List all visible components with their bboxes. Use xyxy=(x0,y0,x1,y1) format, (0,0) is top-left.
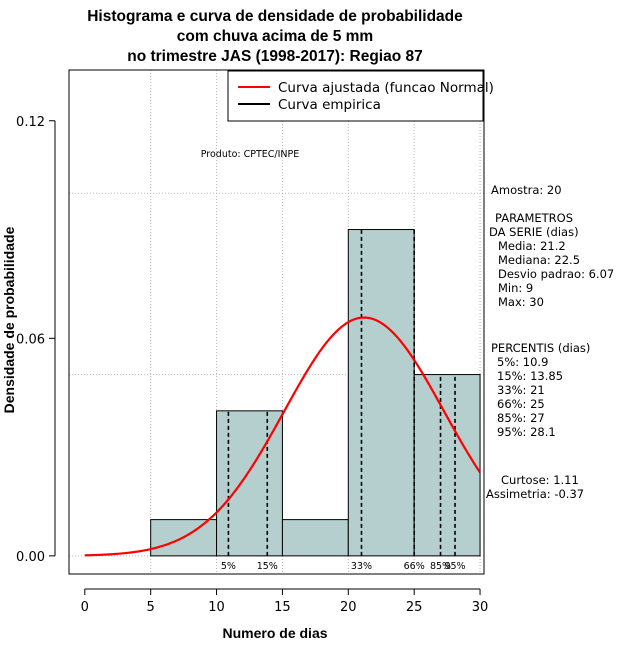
x-tick-label-0: 0 xyxy=(81,600,89,615)
legend-label-normal: Curva ajustada (funcao Normal) xyxy=(278,80,494,96)
histogram-bars xyxy=(150,229,481,557)
normal-curve-layer xyxy=(84,316,481,557)
stat-mean: Media: 21.2 xyxy=(498,239,566,253)
side-panel: Amostra: 20 PARAMETROS DA SERIE (dias) M… xyxy=(486,183,614,501)
x-tick-label-5: 25 xyxy=(406,600,423,615)
stat-skewness: Assimetria: -0.37 xyxy=(486,487,584,501)
y-tick-label-0: 0.00 xyxy=(16,550,45,565)
params-subtitle: DA SERIE (dias) xyxy=(489,225,579,239)
x-axis-label: Numero de dias xyxy=(222,625,327,641)
stat-sd: Desvio padrao: 6.07 xyxy=(498,267,614,281)
percentile-label-0: 5% xyxy=(221,561,236,572)
axes: 0 5 10 15 20 25 30 0.00 0.06 0.12 xyxy=(16,115,488,615)
histogram-bar-3 xyxy=(347,229,415,557)
y-tick-label-2: 0.12 xyxy=(16,115,45,130)
x-tick-label-6: 30 xyxy=(472,600,489,615)
perc-5: 5%: 10.9 xyxy=(497,355,548,369)
params-title: PARAMETROS xyxy=(495,211,573,225)
chart-title-line-3: no trimestre JAS (1998-2017): Regiao 87 xyxy=(127,48,422,65)
stat-kurtosis: Curtose: 1.11 xyxy=(501,473,579,487)
perc-85: 85%: 27 xyxy=(497,411,545,425)
chart-title-line-2: com chuva acima de 5 mm xyxy=(177,28,373,45)
perc-66: 66%: 25 xyxy=(497,397,545,411)
y-axis-label: Densidade de probabilidade xyxy=(1,226,17,413)
plot-border xyxy=(68,69,485,575)
x-tick-label-4: 20 xyxy=(340,600,357,615)
stat-max: Max: 30 xyxy=(498,295,544,309)
perc-15: 15%: 13.85 xyxy=(497,369,563,383)
percentile-label-5: 95% xyxy=(444,561,465,572)
legend-box xyxy=(227,70,484,122)
histogram-bar-2 xyxy=(281,519,349,557)
perc-33: 33%: 21 xyxy=(497,383,545,397)
percentiles-title: PERCENTIS (dias) xyxy=(491,341,590,355)
histogram-bar-4 xyxy=(413,374,481,557)
y-tick-label-1: 0.06 xyxy=(16,332,45,347)
x-tick-label-3: 15 xyxy=(274,600,291,615)
legend-label-empirical: Curva empirica xyxy=(278,97,381,113)
percentile-label-2: 33% xyxy=(351,561,372,572)
percentile-lines: 5% 15% 33% 66% 85%95% xyxy=(221,229,466,572)
x-tick-label-1: 5 xyxy=(147,600,155,615)
percentile-label-4: 85% xyxy=(430,561,451,572)
stat-min: Min: 9 xyxy=(498,281,533,295)
legend: Curva ajustada (funcao Normal) Curva emp… xyxy=(227,70,494,122)
percentile-label-1: 15% xyxy=(257,561,278,572)
sample-size: Amostra: 20 xyxy=(491,183,562,197)
normal-fit-curve xyxy=(84,316,481,557)
perc-95: 95%: 28.1 xyxy=(497,425,556,439)
x-tick-label-2: 10 xyxy=(208,600,225,615)
percentile-label-3: 66% xyxy=(404,561,425,572)
chart-title-line-1: Histograma e curva de densidade de proba… xyxy=(87,8,463,25)
stat-median: Mediana: 22.5 xyxy=(498,253,580,267)
product-annotation: Produto: CPTEC/INPE xyxy=(201,149,300,160)
